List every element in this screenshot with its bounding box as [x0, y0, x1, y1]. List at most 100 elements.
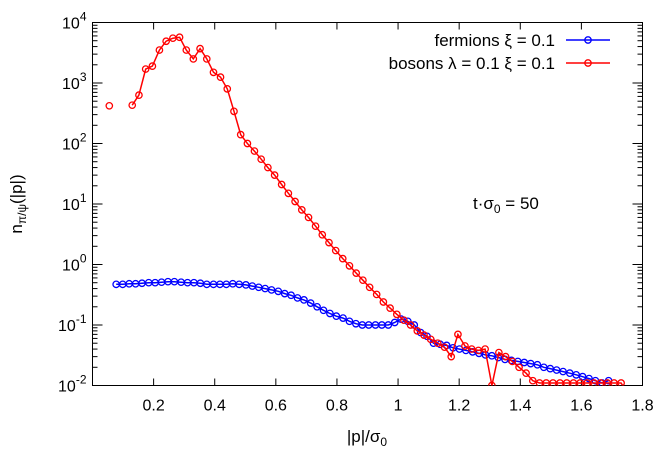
data-point [528, 376, 537, 385]
x-tick-label: 0.6 [265, 398, 287, 415]
data-point [236, 130, 245, 139]
data-point [319, 306, 328, 315]
data-point [284, 189, 293, 198]
y-tick-label: 102 [62, 131, 87, 154]
x-tick-label: 0.4 [204, 398, 226, 415]
data-point [442, 341, 451, 350]
legend-label-fermions: fermions ξ = 0.1 [434, 31, 555, 50]
x-tick-label: 1.4 [509, 398, 531, 415]
data-point [522, 369, 530, 378]
data-point [400, 316, 408, 325]
data-point [481, 345, 489, 353]
data-point [352, 269, 361, 277]
data-point [420, 331, 428, 339]
y-tick-label: 103 [62, 70, 87, 93]
data-point [223, 85, 232, 93]
y-tick-label: 104 [62, 10, 87, 33]
data-point [461, 342, 469, 350]
data-point [300, 296, 308, 304]
y-tick-label: 10-1 [58, 312, 87, 335]
y-tick-labels: 10-2 10-1 100 101 102 103 104 [58, 10, 87, 396]
series-0 [112, 277, 613, 386]
data-point [372, 290, 381, 299]
y-tick-label: 10-2 [58, 373, 87, 396]
series-1 [105, 33, 625, 386]
data-point [338, 254, 347, 263]
data-point [413, 327, 422, 335]
legend: fermions ξ = 0.1 bosons λ = 0.1 ξ = 0.1 [389, 31, 610, 73]
legend-label-bosons: bosons λ = 0.1 ξ = 0.1 [389, 54, 555, 73]
data-point [365, 283, 374, 292]
data-point [189, 55, 198, 63]
data-point [196, 44, 204, 53]
data-point [287, 291, 295, 300]
data-point [182, 46, 191, 54]
legend-marker-bosons [584, 59, 592, 67]
data-point [277, 180, 286, 189]
data-point [311, 222, 320, 231]
data-point [297, 206, 306, 214]
data-point [501, 352, 510, 361]
series-line [116, 280, 609, 384]
tick-marks [92, 22, 643, 386]
data-point [209, 68, 218, 77]
data-point [495, 348, 503, 357]
data-point [291, 197, 299, 206]
time-annotation: t·σ0 = 50 [473, 194, 539, 216]
data-point [508, 357, 517, 366]
data-point [155, 46, 164, 54]
data-point [274, 287, 283, 296]
data-point [345, 317, 354, 326]
y-axis-title: nπ/ψ(|p|) [7, 174, 29, 233]
data-point [433, 339, 442, 348]
series-line [131, 36, 624, 386]
legend-marker-fermions [584, 36, 592, 44]
data-point [105, 101, 114, 110]
data-point [141, 65, 150, 73]
data-point [359, 276, 367, 285]
data-point [533, 360, 542, 369]
data-point [313, 302, 321, 311]
x-tick-label: 0.2 [142, 398, 164, 415]
data-point [392, 310, 401, 319]
data-point [454, 330, 462, 339]
data-point [386, 304, 394, 312]
data-point [270, 171, 279, 179]
data-point [390, 318, 399, 327]
plot-frame [92, 22, 643, 386]
data-point [426, 335, 435, 344]
data-point [331, 246, 340, 255]
y-tick-label: 101 [62, 191, 87, 214]
data-point [515, 363, 523, 372]
x-axis-title: |p|/σ0 [347, 427, 388, 449]
data-point [257, 155, 266, 164]
x-tick-label: 0.8 [326, 398, 348, 415]
data-point [617, 379, 625, 386]
data-point [332, 312, 341, 321]
data-point [216, 73, 225, 81]
data-point [326, 309, 334, 318]
x-tick-label: 1.2 [448, 398, 470, 415]
y-tick-label: 100 [62, 252, 87, 275]
data-point [325, 238, 333, 247]
data-point [384, 321, 393, 329]
data-point [202, 55, 211, 63]
x-tick-labels: 0.2 0.4 0.6 0.8 1 1.2 1.4 1.6 1.8 [142, 398, 653, 415]
series-layer [105, 33, 625, 386]
data-point [128, 101, 137, 110]
x-tick-label: 1 [394, 398, 403, 415]
data-point [447, 352, 456, 361]
data-point [559, 367, 567, 376]
data-point [135, 91, 143, 99]
data-point [250, 147, 259, 155]
data-point [339, 314, 347, 322]
x-tick-label: 1.8 [631, 398, 653, 415]
data-point [306, 299, 315, 307]
data-point [162, 37, 170, 46]
data-point [148, 62, 157, 70]
x-tick-label: 1.6 [570, 398, 592, 415]
data-point [243, 139, 252, 148]
data-point [440, 343, 449, 352]
data-point [406, 321, 415, 329]
